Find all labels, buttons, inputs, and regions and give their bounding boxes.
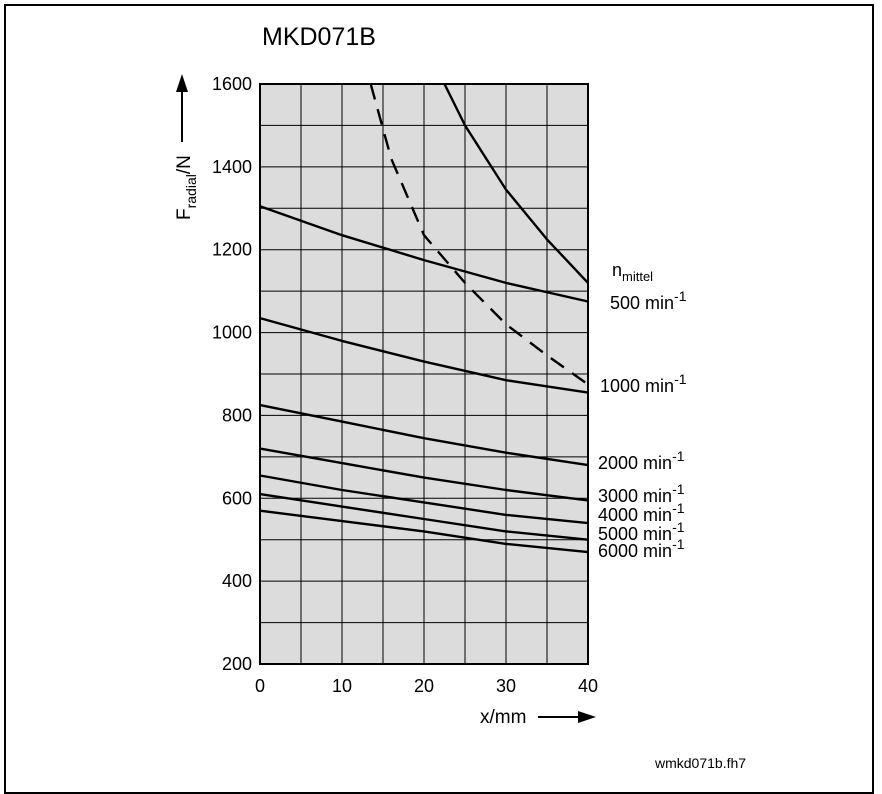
legend-title: nmittel [612,260,653,284]
y-tick-label: 1200 [212,240,252,260]
x-tick-label: 10 [332,676,352,696]
x-tick-label: 40 [578,676,598,696]
x-tick-label: 20 [414,676,434,696]
y-tick-label: 1400 [212,157,252,177]
series-label: 500 min-1 [610,288,687,313]
series-label: 6000 min-1 [598,536,685,561]
x-tick-label: 30 [496,676,516,696]
series-line-5000 [259,492,589,541]
series-line-500 [259,205,589,303]
series-label: 5000 min-1 [598,519,685,544]
series-line-2000 [259,403,589,467]
x-axis-arrowhead-icon [578,711,596,723]
y-axis-label-unit: /N [174,155,195,174]
y-tick-label: 1600 [212,74,252,94]
chart-title: MKD071B [262,23,376,51]
series-label: 1000 min-1 [600,371,687,396]
y-axis-label-sub: radial [183,174,199,208]
footer-filename: wmkd071b.fh7 [654,755,746,771]
y-tick-label: 600 [222,488,252,508]
svg-text:Fradial/N: Fradial/N [174,155,199,220]
y-tick-label: 1000 [212,323,252,343]
x-axis-label: x/mm [480,707,526,728]
y-axis-label-main: F [174,208,195,220]
series-label: 4000 min-1 [598,500,685,525]
y-axis-label: Fradial/N [174,155,199,220]
series-label: 3000 min-1 [598,481,685,506]
series-line-3000 [259,447,589,502]
limit-curve-dashed [369,83,589,386]
series-line-4000 [259,474,589,525]
y-axis-arrowhead-icon [176,74,188,92]
series-line-6000 [259,509,589,554]
x-tick-label: 0 [255,676,265,696]
series-line-1000 [259,316,589,394]
y-tick-label: 200 [222,654,252,674]
y-tick-label: 800 [222,405,252,425]
y-tick-label: 400 [222,571,252,591]
series-label: 2000 min-1 [598,448,685,473]
limit-curve-solid [443,83,589,284]
